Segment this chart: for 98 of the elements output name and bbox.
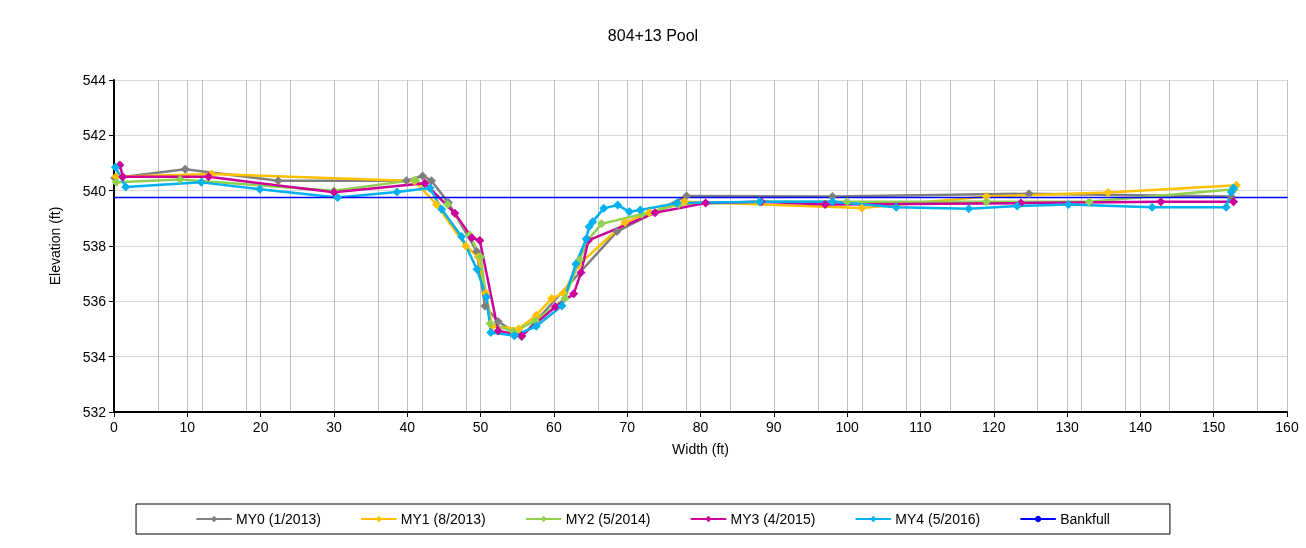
- point: [531, 321, 541, 331]
- point: [550, 302, 560, 312]
- x-tick-label: 30: [326, 419, 342, 435]
- point: [1024, 189, 1034, 199]
- point: [1064, 200, 1074, 209]
- point: [392, 187, 402, 197]
- point: [480, 301, 490, 311]
- point: [333, 193, 343, 203]
- point: [964, 204, 974, 214]
- point: [547, 294, 557, 304]
- legend-label: MY1 (8/2013): [400, 511, 486, 527]
- point: [110, 162, 120, 172]
- x-tick-label: 90: [766, 419, 782, 435]
- point: [701, 198, 711, 208]
- point: [1228, 197, 1238, 207]
- point: [599, 203, 609, 213]
- x-tick-label: 70: [619, 419, 636, 435]
- point: [425, 183, 435, 193]
- point: [175, 175, 185, 185]
- y-tick-label: 536: [82, 293, 107, 310]
- point: [682, 191, 692, 201]
- x-tick-label: 50: [472, 419, 489, 435]
- x-tick-label: 80: [692, 419, 709, 435]
- point: [650, 208, 660, 218]
- point: [121, 182, 131, 192]
- x-tick-label: 20: [252, 419, 269, 435]
- point: [461, 241, 471, 251]
- y-tick-label: 540: [82, 182, 107, 199]
- point: [475, 235, 485, 245]
- point: [457, 232, 466, 242]
- x-tick-label: 60: [546, 419, 562, 435]
- point: [481, 292, 491, 302]
- point: [111, 177, 121, 187]
- point: [620, 217, 630, 227]
- point: [584, 222, 594, 232]
- point: [597, 219, 607, 229]
- x-axis-title: Width (ft): [672, 441, 729, 457]
- point: [402, 176, 412, 186]
- x-tick-label: 140: [1128, 419, 1153, 435]
- point: [418, 171, 428, 181]
- x-tick-label: 110: [909, 419, 932, 435]
- point: [1156, 197, 1166, 207]
- point: [493, 326, 503, 336]
- x-tick-label: 160: [1275, 419, 1299, 435]
- y-tick-label: 538: [82, 238, 107, 254]
- point: [857, 203, 867, 213]
- y-axis-title: Elevation (ft): [47, 206, 63, 286]
- point: [1147, 202, 1157, 212]
- x-tick-label: 150: [1202, 419, 1226, 435]
- point: [437, 204, 447, 214]
- chart-title: 804+13 Pool: [607, 26, 699, 44]
- point: [635, 205, 645, 215]
- point: [420, 178, 430, 188]
- x-tick-label: 100: [835, 419, 860, 435]
- point: [273, 176, 283, 186]
- point: [557, 301, 567, 311]
- legend-label: MY2 (5/2014): [565, 511, 651, 527]
- point: [575, 255, 585, 265]
- y-tick-label: 544: [82, 72, 107, 88]
- point: [679, 197, 689, 207]
- x-tick-label: 130: [1055, 419, 1079, 435]
- point: [432, 200, 442, 209]
- point: [426, 176, 436, 186]
- x-tick-label: 120: [982, 419, 1006, 435]
- point: [613, 200, 623, 210]
- point: [450, 208, 460, 218]
- point: [820, 200, 830, 209]
- point: [1221, 202, 1231, 212]
- point: [509, 331, 519, 341]
- legend-label: MY0 (1/2013): [236, 511, 321, 527]
- point: [588, 217, 598, 227]
- point: [560, 294, 570, 304]
- y-tick-label: 534: [82, 348, 107, 365]
- point: [486, 328, 496, 338]
- x-tick-label: 10: [179, 419, 196, 435]
- legend-label: Bankfull: [1060, 511, 1110, 527]
- point: [569, 289, 579, 299]
- x-tick-label: 40: [399, 419, 416, 435]
- point: [576, 268, 586, 278]
- point: [180, 164, 190, 174]
- point: [1084, 197, 1094, 207]
- point: [624, 207, 634, 217]
- point: [118, 172, 128, 182]
- point: [1012, 201, 1022, 211]
- point: [472, 264, 482, 274]
- point: [196, 177, 206, 187]
- point: [1103, 188, 1113, 198]
- point: [842, 197, 852, 207]
- point: [981, 197, 991, 207]
- legend-label: MY4 (5/2016): [895, 511, 981, 527]
- point: [612, 227, 622, 237]
- legend-label: MY3 (4/2015): [730, 511, 816, 527]
- point: [255, 184, 265, 194]
- y-tick-label: 532: [82, 404, 107, 420]
- y-tick-label: 542: [82, 127, 107, 144]
- point: [891, 202, 901, 212]
- point: [493, 317, 503, 327]
- x-tick-label: 0: [110, 419, 119, 435]
